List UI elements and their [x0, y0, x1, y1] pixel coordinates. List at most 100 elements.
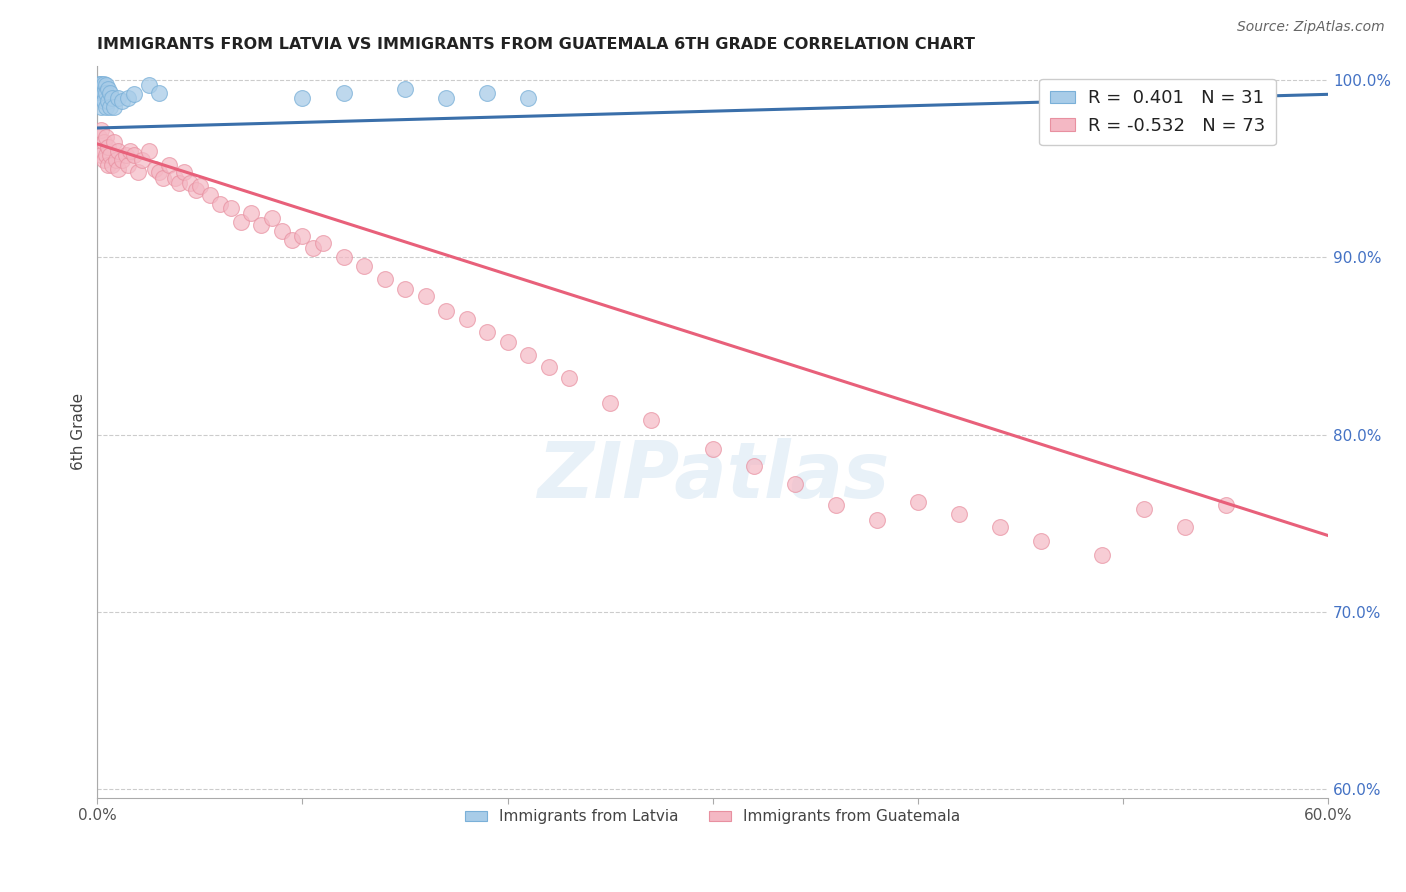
Point: [138, 144, 160, 158]
Point: [124, 147, 146, 161]
Point: [291, 229, 314, 244]
Point: [434, 91, 457, 105]
Point: [97, 158, 120, 172]
Point: [94, 78, 117, 93]
Point: [157, 158, 180, 172]
Point: [173, 165, 195, 179]
Text: ZIPatlas: ZIPatlas: [537, 438, 889, 514]
Point: [93, 135, 115, 149]
Text: IMMIGRANTS FROM LATVIA VS IMMIGRANTS FROM GUATEMALA 6TH GRADE CORRELATION CHART: IMMIGRANTS FROM LATVIA VS IMMIGRANTS FRO…: [97, 37, 976, 53]
Point: [824, 499, 846, 513]
Point: [394, 82, 416, 96]
Point: [94, 147, 117, 161]
Point: [104, 153, 127, 167]
Point: [93, 86, 115, 100]
Point: [188, 179, 211, 194]
Point: [640, 413, 662, 427]
Point: [169, 176, 191, 190]
Point: [120, 144, 142, 158]
Point: [517, 91, 540, 105]
Point: [148, 165, 170, 179]
Point: [184, 183, 207, 197]
Point: [332, 86, 354, 100]
Point: [111, 153, 134, 167]
Point: [281, 233, 304, 247]
Point: [291, 91, 314, 105]
Point: [100, 158, 122, 172]
Point: [1132, 502, 1154, 516]
Point: [98, 100, 121, 114]
Point: [353, 259, 375, 273]
Point: [93, 95, 115, 109]
Point: [90, 82, 112, 96]
Point: [89, 144, 111, 158]
Point: [475, 86, 498, 100]
Point: [742, 459, 765, 474]
Point: [97, 95, 120, 109]
Point: [240, 206, 263, 220]
Point: [229, 215, 252, 229]
Point: [90, 91, 112, 105]
Point: [148, 86, 170, 100]
Point: [250, 219, 273, 233]
Point: [89, 87, 111, 102]
Legend: Immigrants from Latvia, Immigrants from Guatemala: Immigrants from Latvia, Immigrants from …: [460, 803, 966, 830]
Point: [558, 371, 581, 385]
Point: [948, 508, 970, 522]
Point: [198, 188, 221, 202]
Point: [117, 158, 139, 172]
Point: [94, 129, 117, 144]
Point: [127, 165, 149, 179]
Point: [271, 224, 294, 238]
Point: [131, 153, 153, 167]
Point: [97, 82, 120, 96]
Point: [219, 201, 242, 215]
Point: [1215, 499, 1237, 513]
Point: [90, 77, 112, 91]
Point: [93, 77, 115, 91]
Point: [517, 348, 540, 362]
Point: [394, 282, 416, 296]
Point: [456, 312, 478, 326]
Point: [117, 91, 139, 105]
Point: [94, 86, 117, 100]
Text: Source: ZipAtlas.com: Source: ZipAtlas.com: [1237, 20, 1385, 34]
Point: [332, 251, 354, 265]
Point: [93, 153, 115, 167]
Point: [111, 95, 134, 109]
Point: [90, 122, 112, 136]
Point: [143, 161, 166, 176]
Point: [89, 82, 111, 96]
Point: [89, 129, 111, 144]
Point: [90, 147, 112, 161]
Point: [599, 395, 621, 409]
Point: [301, 242, 323, 256]
Point: [209, 197, 232, 211]
Point: [98, 147, 121, 161]
Point: [496, 335, 519, 350]
Point: [1029, 533, 1052, 548]
Point: [98, 86, 121, 100]
Y-axis label: 6th Grade: 6th Grade: [72, 393, 86, 470]
Point: [107, 91, 129, 105]
Point: [434, 303, 457, 318]
Point: [988, 519, 1011, 533]
Point: [373, 271, 395, 285]
Point: [103, 135, 125, 149]
Point: [783, 477, 806, 491]
Point: [107, 144, 129, 158]
Point: [115, 147, 138, 161]
Point: [90, 100, 112, 114]
Point: [866, 513, 889, 527]
Point: [100, 91, 122, 105]
Point: [179, 176, 201, 190]
Point: [94, 100, 117, 114]
Point: [152, 170, 174, 185]
Point: [907, 495, 929, 509]
Point: [124, 87, 146, 102]
Point: [1173, 519, 1195, 533]
Point: [312, 236, 335, 251]
Point: [97, 140, 120, 154]
Point: [1091, 548, 1114, 562]
Point: [260, 211, 283, 226]
